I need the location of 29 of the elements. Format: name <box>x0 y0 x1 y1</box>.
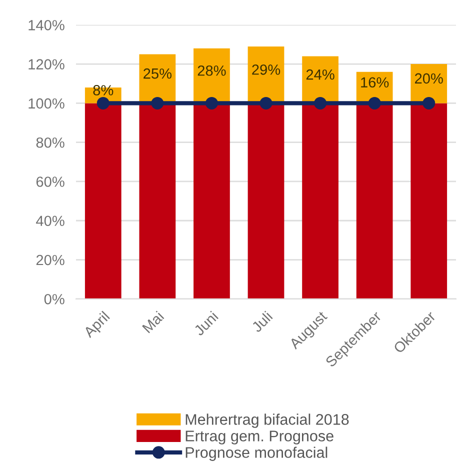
data-label: 20% <box>414 73 443 84</box>
bar <box>410 103 448 299</box>
data-label: 8% <box>93 85 114 96</box>
bar <box>356 103 393 299</box>
data-label: 28% <box>198 65 226 76</box>
data-label: 16% <box>361 77 389 88</box>
x-tick-label: Juni <box>192 310 219 336</box>
y-tick-label: 60% <box>36 176 64 187</box>
legend-label: Prognose monofacial <box>186 446 328 461</box>
y-tick-label: 100% <box>28 98 64 109</box>
data-label: 24% <box>306 69 334 80</box>
legend-label: Mehrertrag bifacial 2018 <box>186 414 349 428</box>
y-tick-label: 40% <box>36 216 64 226</box>
bar <box>302 103 338 299</box>
x-tick-label: Juli <box>250 310 273 333</box>
bar <box>139 103 176 299</box>
bar <box>84 103 122 299</box>
x-tick-label: Mai <box>142 310 164 334</box>
bar <box>194 103 230 299</box>
y-tick-label: 20% <box>36 254 64 266</box>
data-label: 29% <box>252 64 280 75</box>
y-tick-label: 120% <box>28 59 64 70</box>
y-tick-label: 140% <box>28 20 64 30</box>
legend-label: Ertrag gem. Prognose <box>186 430 334 444</box>
y-tick-label: 80% <box>36 137 64 148</box>
y-tick-label: 0% <box>44 294 64 304</box>
bar <box>248 103 284 299</box>
data-label: 25% <box>144 68 172 79</box>
bar <box>194 48 230 104</box>
